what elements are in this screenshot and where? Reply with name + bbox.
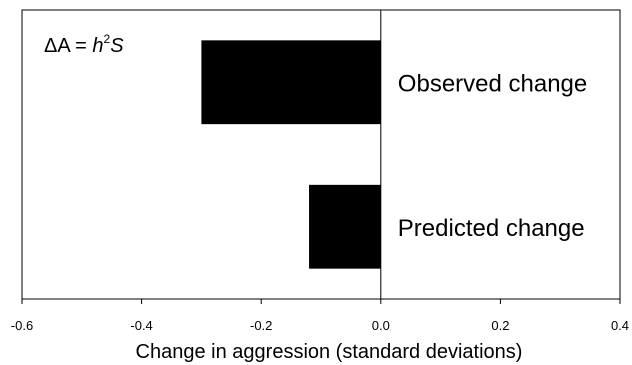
bar-predicted-change [309, 184, 381, 269]
annotation-formula: ΔA = h2S [44, 32, 124, 57]
x-tick-label: -0.6 [11, 318, 33, 333]
category-label: Predicted change [398, 215, 585, 242]
bars-group [201, 40, 381, 269]
x-tick-label: 0.4 [611, 318, 629, 333]
category-labels: Observed change Predicted change [398, 70, 587, 242]
category-label: Observed change [398, 70, 587, 97]
x-axis-title: Change in aggression (standard deviation… [136, 341, 523, 363]
bar-observed-change [201, 40, 381, 125]
x-tick-label: -0.2 [250, 318, 272, 333]
x-tick-label: 0.0 [372, 318, 390, 333]
x-axis-ticks: -0.6 -0.4 -0.2 0.0 0.2 0.4 [11, 299, 629, 333]
x-tick-label: -0.4 [130, 318, 152, 333]
x-tick-label: 0.2 [491, 318, 509, 333]
plot-frame [21, 9, 621, 300]
